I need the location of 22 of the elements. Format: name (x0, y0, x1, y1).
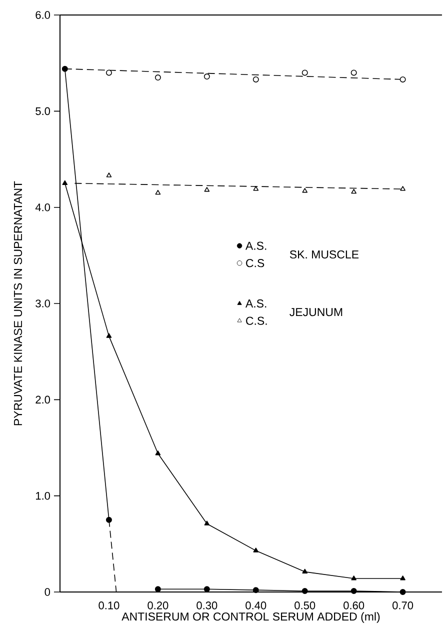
y-tick-label: 2.0 (36, 396, 50, 404)
x-tick-label: 0.40 (246, 602, 266, 610)
y-tick-label: 0 (44, 588, 50, 596)
y-tick-label: 5.0 (36, 107, 50, 116)
annotation: SK. MUSCLE (290, 250, 359, 259)
y-tick-label: 3.0 (36, 300, 50, 308)
x-tick-label: 0.20 (148, 602, 168, 610)
legend-label: C.S. (246, 316, 267, 325)
legend-label: C.S (246, 259, 264, 268)
x-tick-label: 0.50 (294, 602, 316, 610)
y-tick-label: 6.0 (36, 11, 50, 19)
y-tick-label: 1.0 (36, 492, 50, 500)
legend-label: A.S. (245, 299, 266, 308)
x-tick-label: 0.60 (344, 602, 364, 610)
legend-label: A.S. (245, 242, 266, 250)
x-tick-label: 0.70 (392, 602, 414, 610)
x-axis-title: ANTISERUM OR CONTROL SERUM ADDED (ml) (122, 612, 380, 623)
y-axis-title: PYRUVATE KINASE UNITS IN SUPERNATANT (14, 181, 22, 426)
annotation: JEJUNUM (290, 308, 342, 316)
x-tick-label: 0.30 (196, 602, 218, 610)
y-tick-label: 4.0 (35, 203, 50, 212)
x-tick-label: 0.10 (98, 602, 120, 610)
